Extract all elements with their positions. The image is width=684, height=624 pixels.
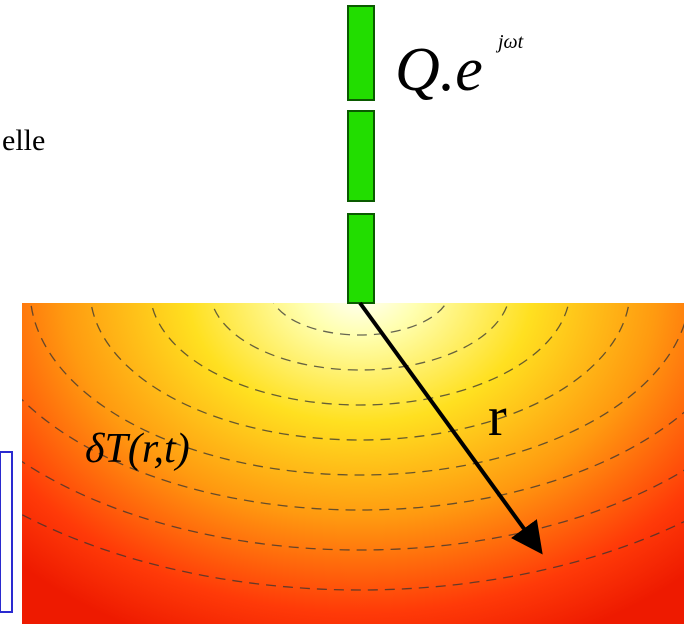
diagram: elle Q.e jωt δT(r,t) r bbox=[0, 0, 684, 624]
heat-source bbox=[348, 6, 374, 303]
source-label: Q.e bbox=[395, 36, 483, 104]
field-label: δT(r,t) bbox=[85, 426, 190, 472]
source-exponent: jωt bbox=[495, 31, 524, 53]
side-box bbox=[0, 452, 12, 612]
radius-label: r bbox=[488, 386, 507, 448]
side-text: elle bbox=[2, 124, 45, 157]
